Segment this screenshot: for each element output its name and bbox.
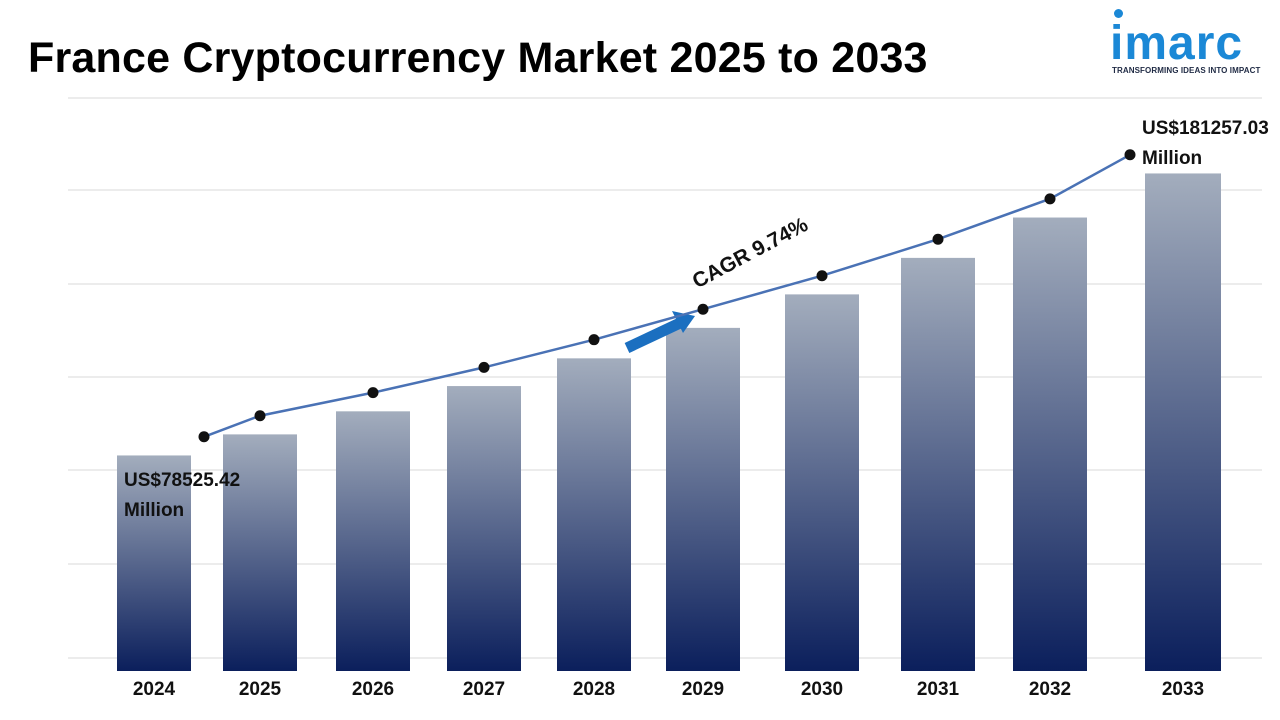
bar-2032 [1013, 217, 1087, 671]
cagr-arrow-shaft [624, 318, 683, 353]
bars [117, 173, 1221, 671]
bar-2029 [666, 327, 740, 671]
line-point-2033 [1124, 149, 1136, 161]
bar-2024 [117, 455, 191, 671]
x-tick-2029: 2029 [681, 679, 725, 700]
line-point-2031 [932, 233, 944, 245]
chart-title: France Cryptocurrency Market 2025 to 203… [28, 34, 928, 82]
line-point-2027 [478, 361, 490, 373]
line-point-2028 [588, 334, 600, 346]
logo-wordmark: imarc [1110, 17, 1244, 70]
logo-dot-icon [1114, 9, 1123, 18]
x-tick-2024: 2024 [132, 679, 176, 700]
line-point-2025 [254, 410, 266, 422]
trend-line [198, 149, 1136, 443]
x-tick-2027: 2027 [462, 679, 506, 700]
line-point-2032 [1044, 193, 1056, 205]
bar-2030 [785, 294, 859, 671]
line-point-2026 [367, 387, 379, 399]
trend-line-path [203, 153, 1131, 438]
x-tick-2025: 2025 [238, 679, 282, 700]
line-point-2030 [816, 270, 828, 282]
x-tick-2030: 2030 [800, 679, 844, 700]
end-value-label: US$181257.03 Million [1142, 118, 1269, 169]
logo-tagline: TRANSFORMING IDEAS INTO IMPACT [1112, 66, 1261, 75]
imarc-logo: imarc TRANSFORMING IDEAS INTO IMPACT [1108, 6, 1278, 82]
bar-2033 [1145, 173, 1221, 671]
bar-2027 [447, 386, 521, 671]
bar-2031 [901, 257, 975, 671]
x-tick-2031: 2031 [916, 679, 960, 700]
line-point-2029 [697, 303, 709, 315]
bar-2028 [557, 358, 631, 671]
x-tick-2032: 2032 [1028, 679, 1072, 700]
x-tick-2028: 2028 [572, 679, 616, 700]
bar-2025 [223, 434, 297, 671]
x-tick-2026: 2026 [351, 679, 395, 700]
start-value-label: US$78525.42 Million [124, 470, 241, 521]
line-point-2024 [198, 431, 210, 443]
x-tick-2033: 2033 [1161, 679, 1205, 700]
bar-2026 [336, 411, 410, 671]
